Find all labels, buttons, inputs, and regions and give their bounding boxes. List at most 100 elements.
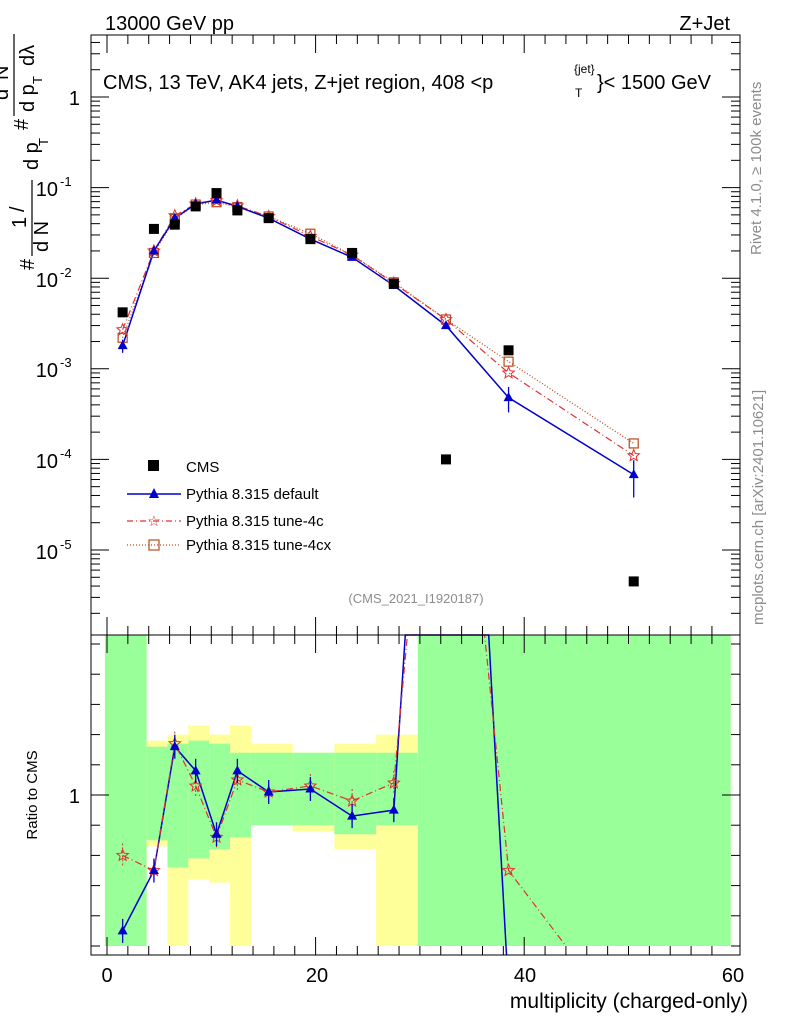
x-tick-labels: 0 20 40 60 xyxy=(101,965,744,987)
site-label: mcplots.cern.ch [arXiv:2401.10621] xyxy=(750,390,767,625)
ratio-default-marker xyxy=(232,765,243,775)
ratio-default-marker xyxy=(117,925,128,935)
svg-text:10: 10 xyxy=(36,270,58,292)
main-ticks xyxy=(91,35,740,635)
cms-marker xyxy=(440,454,451,465)
legend-tune4cx-marker xyxy=(148,539,160,551)
legend-default-marker xyxy=(149,488,159,498)
ratio-tune4c-marker xyxy=(115,848,130,862)
main-y-tick-labels: 1 10 -1 10 -2 10 -3 10 -4 10 -5 xyxy=(36,88,80,564)
default-marker xyxy=(169,212,180,222)
ratio-band-green xyxy=(167,743,189,868)
main-series xyxy=(115,188,641,587)
svg-text:10: 10 xyxy=(36,451,58,473)
svg-text:1: 1 xyxy=(69,88,80,110)
svg-text:40: 40 xyxy=(514,965,536,987)
ratio-tune4c-marker xyxy=(188,778,203,792)
ratio-default-marker xyxy=(263,786,274,796)
legend-cms-label: CMS xyxy=(186,459,219,476)
cms-marker xyxy=(169,219,180,230)
legend-cms-marker xyxy=(148,460,159,471)
svg-text:-2: -2 xyxy=(60,265,72,280)
x-axis-label: multiplicity (charged-only) xyxy=(510,990,748,1013)
analysis-label: (CMS_2021_I1920187) xyxy=(348,591,483,606)
cms-marker xyxy=(503,345,514,356)
ratio-ticks xyxy=(91,635,740,955)
default-marker xyxy=(148,245,159,255)
main-panel-frame xyxy=(90,34,741,636)
ratio-band-green xyxy=(417,635,731,946)
cms-marker xyxy=(117,307,128,318)
ratio-default-marker xyxy=(169,741,180,751)
svg-text:T: T xyxy=(30,76,45,84)
svg-text:0: 0 xyxy=(101,965,112,987)
svg-text:T: T xyxy=(36,138,51,146)
svg-text:10: 10 xyxy=(36,179,58,201)
legend-default-label: Pythia 8.315 default xyxy=(186,486,319,503)
svg-text:N: N xyxy=(0,66,13,80)
svg-text:-4: -4 xyxy=(60,446,72,461)
cms-marker xyxy=(211,188,222,199)
ratio-band-green xyxy=(104,635,147,946)
cms-marker xyxy=(347,247,358,258)
ratio-default-marker xyxy=(190,765,201,775)
ratio-band-green xyxy=(209,743,231,850)
svg-text:60: 60 xyxy=(722,965,744,987)
legend-tune4c-label: Pythia 8.315 tune-4c xyxy=(186,513,324,530)
main-title-tail: }< 1500 GeV xyxy=(597,72,712,94)
main-title: CMS, 13 TeV, AK4 jets, Z+jet region, 408… xyxy=(103,72,493,94)
ratio-default-marker xyxy=(388,804,399,814)
svg-text:2: 2 xyxy=(0,80,1,87)
ratio-y-axis-label: Ratio to CMS xyxy=(24,750,41,839)
svg-text:-3: -3 xyxy=(60,355,72,370)
svg-text:-5: -5 xyxy=(60,537,72,552)
cms-marker xyxy=(148,223,159,234)
main-title-sup: {jet} xyxy=(574,62,595,76)
svg-text:/: / xyxy=(7,206,29,212)
ratio-default-marker xyxy=(148,865,159,874)
tune4c-marker xyxy=(115,322,130,336)
ratio-band-green xyxy=(188,740,210,859)
ratio-tune4c-marker xyxy=(501,863,516,877)
ratio-band-green xyxy=(250,752,293,826)
ratio-tune4c-marker xyxy=(345,793,360,807)
main-title-sub: T xyxy=(575,86,583,100)
svg-text:d N: d N xyxy=(31,221,53,252)
tune4c-marker xyxy=(626,448,641,462)
legend-tune4c-marker: ☆ xyxy=(147,512,160,530)
tune4cx-marker xyxy=(628,438,639,449)
svg-text:dλ: dλ xyxy=(17,45,39,66)
default-marker xyxy=(117,340,128,350)
svg-text:d: d xyxy=(0,89,13,100)
ratio-tick-label-1: 1 xyxy=(69,786,80,808)
process-label: Z+Jet xyxy=(679,13,730,35)
ratio-band-green xyxy=(230,752,251,838)
ratio-default-marker xyxy=(211,828,222,838)
energy-label: 13000 GeV pp xyxy=(105,13,234,35)
cms-marker xyxy=(190,201,201,212)
default-marker xyxy=(211,194,222,204)
legend: CMS Pythia 8.315 default ☆ Pythia 8.315 … xyxy=(127,459,332,554)
svg-text:1: 1 xyxy=(9,217,31,228)
svg-text:10: 10 xyxy=(36,360,58,382)
default-marker xyxy=(503,392,514,402)
cms-marker xyxy=(388,278,399,289)
ratio-band-green xyxy=(146,746,168,841)
svg-text:d p: d p xyxy=(21,142,43,170)
svg-text:#: # xyxy=(17,258,39,270)
tune4c-marker xyxy=(501,365,516,379)
ratio-bands xyxy=(104,635,731,946)
main-y-axis-label: # 1 d N / d p T # d 2 N d p T dλ xyxy=(0,34,53,270)
ratio-band-green xyxy=(482,635,535,946)
svg-text:#: # xyxy=(11,118,33,130)
cms-marker xyxy=(305,234,316,245)
ratio-default-marker xyxy=(305,783,316,793)
default-marker xyxy=(628,469,639,479)
svg-text:d p: d p xyxy=(17,84,39,112)
default-marker xyxy=(440,320,451,330)
legend-tune4cx-label: Pythia 8.315 tune-4cx xyxy=(186,537,332,554)
ratio-tune4c-marker xyxy=(386,775,401,789)
svg-text:10: 10 xyxy=(36,542,58,564)
rivet-label: Rivet 4.1.0, ≥ 100k events xyxy=(748,82,765,255)
